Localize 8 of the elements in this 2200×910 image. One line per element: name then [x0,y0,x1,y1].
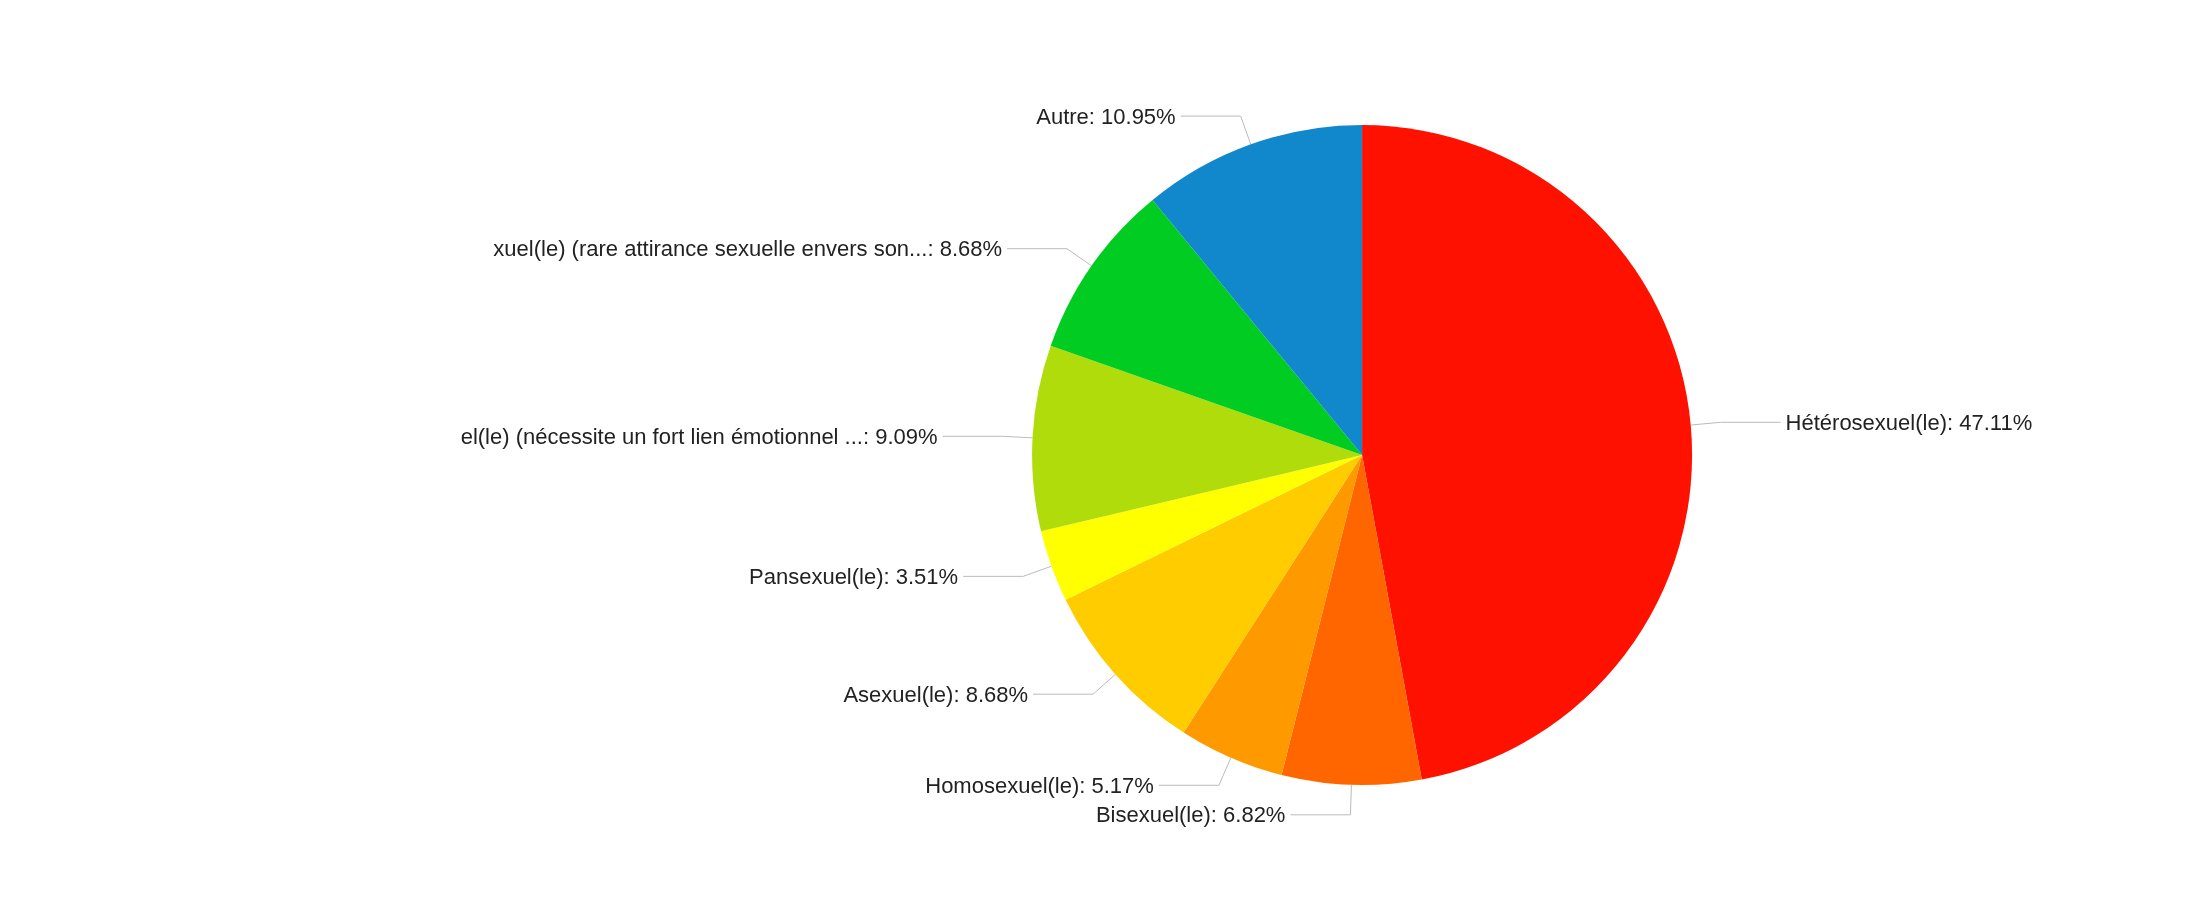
slice-label: Homosexuel(le): 5.17% [925,772,1154,798]
slice-label: xuel(le) (rare attirance sexuelle envers son...: 8.68% [493,236,1003,262]
slice-label: Pansexuel(le): 3.51% [749,563,959,589]
slice-label: Bisexuel(le): 6.82% [1095,802,1286,828]
slice-label: Hétérosexuel(le): 47.11% [1785,409,2033,435]
slice-label: el(le) (nécessite un fort lien émotionnel ...: 9.09% [460,423,938,449]
slice-label: Autre: 10.95% [1036,103,1176,129]
slice-label: Asexuel(le): 8.68% [843,681,1029,707]
